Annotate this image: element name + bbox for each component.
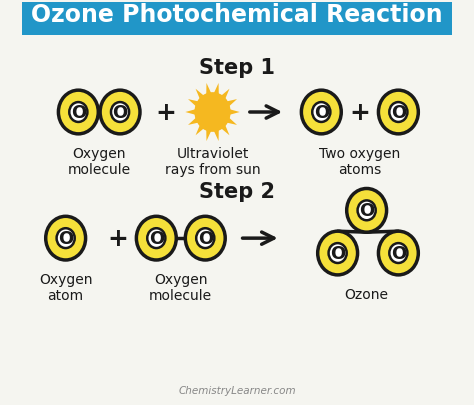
Circle shape [346,189,387,232]
Circle shape [357,201,376,221]
Polygon shape [229,110,240,116]
Circle shape [389,103,408,123]
Text: +: + [155,101,176,125]
Circle shape [58,91,98,134]
Polygon shape [196,125,204,136]
Polygon shape [226,118,237,126]
Circle shape [378,232,419,275]
Polygon shape [220,125,229,136]
Text: +: + [107,226,128,251]
Polygon shape [213,84,219,96]
Polygon shape [196,90,204,100]
Polygon shape [188,100,199,108]
Text: O: O [58,230,73,247]
Text: O: O [330,245,345,262]
Text: O: O [314,104,329,122]
Circle shape [312,103,330,123]
Polygon shape [206,130,211,142]
Circle shape [196,229,214,248]
Text: O: O [149,230,164,247]
Polygon shape [226,100,237,108]
Text: Oxygen
molecule: Oxygen molecule [68,147,131,177]
Circle shape [378,91,419,134]
Circle shape [301,91,341,134]
Circle shape [137,217,176,260]
Circle shape [194,93,231,132]
Circle shape [389,243,408,263]
Circle shape [46,217,86,260]
Text: Step 2: Step 2 [199,182,275,202]
Text: Ultraviolet
rays from sun: Ultraviolet rays from sun [164,147,260,177]
Text: O: O [71,104,86,122]
Circle shape [56,229,75,248]
Polygon shape [213,130,219,142]
Circle shape [147,229,165,248]
Text: O: O [359,202,374,220]
Circle shape [69,103,87,123]
Polygon shape [220,90,229,100]
Text: Oxygen
atom: Oxygen atom [39,272,92,303]
Circle shape [111,103,129,123]
Circle shape [328,243,346,263]
Polygon shape [206,84,211,96]
Text: O: O [391,104,406,122]
Text: Step 1: Step 1 [199,58,275,78]
Text: O: O [198,230,213,247]
Text: Ozone: Ozone [345,287,389,301]
Circle shape [100,91,140,134]
Circle shape [185,217,225,260]
Circle shape [318,232,357,275]
Text: O: O [112,104,128,122]
Text: ChemistryLearner.com: ChemistryLearner.com [178,385,296,395]
Text: Two oxygen
atoms: Two oxygen atoms [319,147,400,177]
Polygon shape [188,118,199,126]
Text: +: + [349,101,370,125]
Text: Ozone Photochemical Reaction: Ozone Photochemical Reaction [31,3,443,27]
Polygon shape [185,110,196,116]
Text: O: O [391,245,406,262]
FancyBboxPatch shape [22,0,452,36]
Text: Oxygen
molecule: Oxygen molecule [149,272,212,303]
